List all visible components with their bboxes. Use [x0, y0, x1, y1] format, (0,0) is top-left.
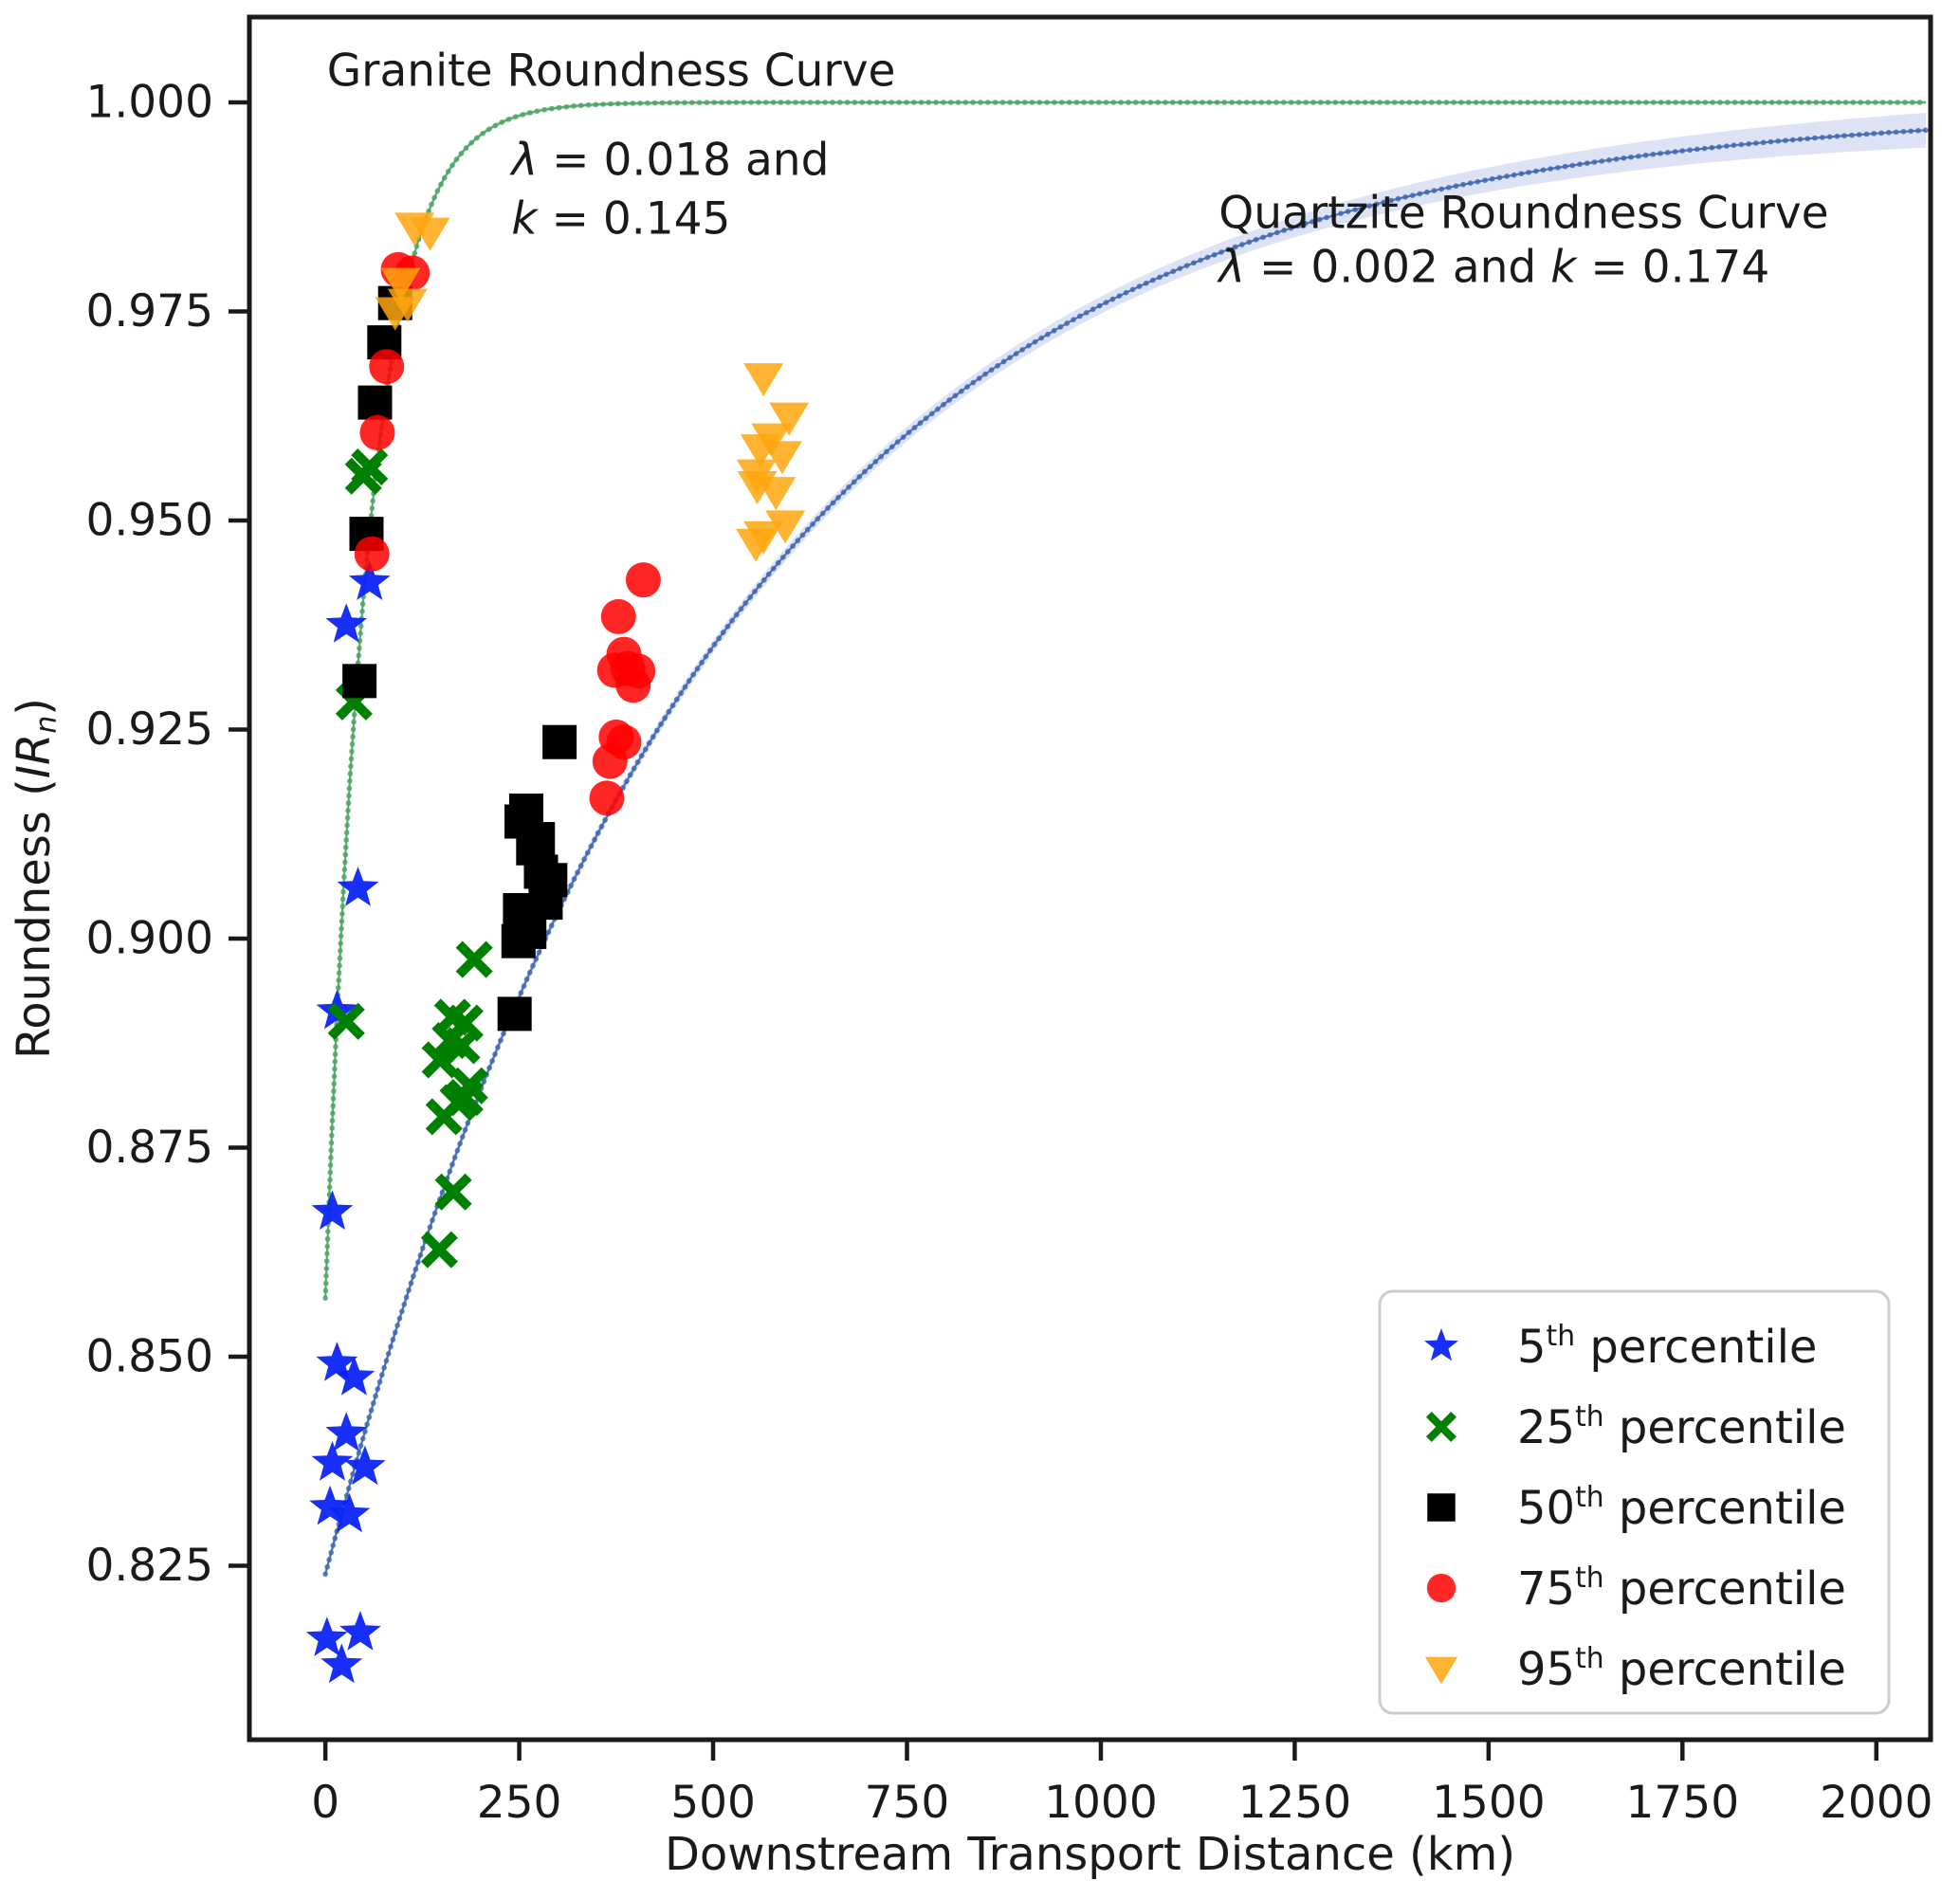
- axes: 0 250 500 750 1000 1250 1500 1750 2000 0.825 0.850…: [85, 76, 1933, 1829]
- data-point-circle: [625, 562, 661, 598]
- data-point-triangle-down: [765, 510, 806, 544]
- data-point-circle: [354, 536, 390, 572]
- data-point-square: [342, 664, 377, 699]
- legend-marker-triangle-down: [1424, 1656, 1458, 1685]
- x-tick-label: 1000: [1044, 1777, 1158, 1829]
- data-point-triangle-down: [375, 297, 415, 331]
- data-point-star: [337, 867, 379, 906]
- data-point-square: [497, 996, 532, 1032]
- svg-text:λ = 0.002 and k = 0.174: λ = 0.002 and k = 0.174: [1216, 242, 1769, 294]
- series-50th-percentile: [342, 285, 577, 1032]
- svg-text:Quartzite Roundness Curve: Quartzite Roundness Curve: [1218, 187, 1828, 239]
- legend-item: 25th percentile: [1425, 1400, 1846, 1454]
- legend-box: [1378, 1289, 1891, 1715]
- legend-item: 5th percentile: [1424, 1320, 1817, 1374]
- x-tick-label: 250: [477, 1777, 562, 1829]
- legend-item: 50th percentile: [1427, 1481, 1846, 1535]
- fit-curve-dots: [322, 127, 1929, 1578]
- data-point-circle: [615, 667, 651, 703]
- svg-text:k = 0.145: k = 0.145: [511, 193, 730, 246]
- y-tick-label: 0.875: [85, 1122, 213, 1174]
- curve-annotation: Granite Roundness Curve λ = 0.018 and k = …: [327, 45, 896, 245]
- data-point-triangle-down: [736, 528, 777, 562]
- legend-label: 5th percentile: [1517, 1320, 1817, 1374]
- data-point-x: [420, 1231, 458, 1269]
- y-tick-label: 0.900: [85, 913, 213, 965]
- series-5th-percentile: [305, 560, 391, 1684]
- data-point-star: [311, 1441, 354, 1481]
- fit-curve-dots: [322, 100, 1929, 1302]
- data-point-triangle-down: [380, 267, 421, 301]
- svg-text:Granite Roundness Curve: Granite Roundness Curve: [327, 45, 896, 97]
- data-point-square: [501, 923, 536, 959]
- data-point-star: [339, 1611, 381, 1651]
- data-point-star: [321, 1643, 363, 1684]
- x-tick-label: 1250: [1238, 1777, 1352, 1829]
- series-25th-percentile: [327, 448, 493, 1269]
- x-tick-label: 0: [311, 1777, 339, 1829]
- y-tick-label: 0.825: [85, 1540, 213, 1592]
- data-point-star: [328, 1492, 371, 1533]
- data-point-circle: [592, 743, 628, 779]
- data-point-star: [344, 1445, 386, 1486]
- data-point-x: [455, 940, 493, 978]
- svg-text:λ = 0.018 and: λ = 0.018 and: [508, 135, 829, 187]
- data-point-triangle-down: [756, 477, 797, 511]
- legend-item: 95th percentile: [1424, 1642, 1846, 1696]
- legend: 5th percentile 25th percentile 50th percen…: [1378, 1289, 1891, 1715]
- data-point-star: [333, 1356, 376, 1396]
- y-axis-label: Roundness (IRn): [8, 698, 64, 1059]
- data-point-circle: [369, 349, 405, 385]
- data-point-star: [311, 1190, 354, 1230]
- legend-label: 50th percentile: [1517, 1481, 1846, 1535]
- series-95th-percentile: [375, 212, 810, 562]
- data-point-circle: [589, 780, 625, 816]
- y-tick-label: 0.925: [85, 703, 213, 756]
- legend-marker-circle: [1426, 1573, 1456, 1603]
- data-point-star: [305, 1616, 348, 1656]
- data-point-square: [357, 385, 393, 420]
- legend-marker-star: [1424, 1328, 1458, 1361]
- legend-label: 95th percentile: [1517, 1642, 1846, 1696]
- data-point-triangle-down: [769, 402, 810, 436]
- x-tick-label: 500: [670, 1777, 756, 1829]
- legend-marker-x: [1425, 1411, 1457, 1443]
- data-point-square: [542, 724, 577, 759]
- series-75th-percentile: [354, 251, 661, 816]
- data-point-circle: [359, 414, 395, 450]
- data-point-star: [325, 603, 368, 643]
- data-point-x: [434, 1173, 472, 1211]
- x-tick-label: 750: [865, 1777, 950, 1829]
- legend-label: 25th percentile: [1517, 1400, 1846, 1454]
- data-point-star: [316, 1342, 358, 1381]
- data-point-star: [325, 1412, 368, 1452]
- data-point-x: [327, 1002, 365, 1040]
- data-point-x: [443, 1027, 481, 1065]
- y-tick-label: 1.000: [85, 76, 213, 128]
- data-point-x: [425, 1098, 463, 1136]
- legend-item: 75th percentile: [1426, 1561, 1846, 1616]
- x-tick-label: 1500: [1432, 1777, 1546, 1829]
- fitted-curves: [322, 100, 1929, 1579]
- x-tick-label: 2000: [1820, 1777, 1933, 1829]
- data-point-star: [348, 560, 391, 600]
- data-point-star: [309, 1485, 351, 1525]
- legend-marker-square: [1427, 1493, 1456, 1522]
- x-tick-label: 1750: [1625, 1777, 1739, 1829]
- data-point-x: [421, 1041, 459, 1079]
- data-point-triangle-down: [743, 363, 784, 397]
- plot-border: [247, 14, 1933, 1743]
- y-tick-label: 0.850: [85, 1331, 213, 1383]
- y-tick-label: 0.950: [85, 494, 213, 546]
- data-point-x: [344, 457, 382, 495]
- data-point-triangle-down: [761, 441, 802, 475]
- legend-label: 75th percentile: [1517, 1561, 1846, 1616]
- data-point-triangle-down: [410, 217, 450, 251]
- y-tick-label: 0.975: [85, 285, 213, 338]
- x-axis-label: Downstream Transport Distance (km): [665, 1828, 1515, 1881]
- data-point-circle: [600, 598, 636, 634]
